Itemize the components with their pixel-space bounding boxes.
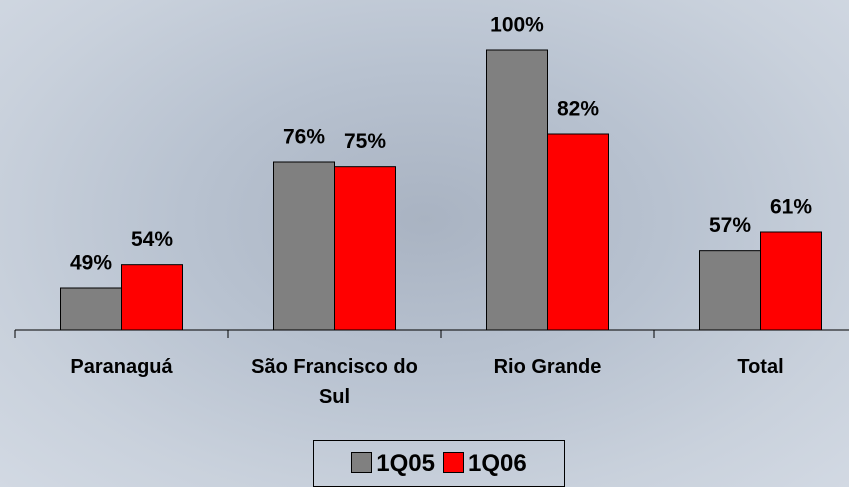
legend-label: 1Q06 <box>468 449 527 477</box>
bar <box>273 161 335 331</box>
x-tick-label: São Francisco do Sul <box>251 356 418 408</box>
legend-item: 1Q05 <box>351 450 435 478</box>
bar <box>334 166 396 331</box>
bar <box>760 231 822 331</box>
data-label: 61% <box>770 196 812 219</box>
legend-item: 1Q06 <box>443 450 527 478</box>
data-label: 75% <box>344 130 386 153</box>
data-label: 54% <box>131 228 173 251</box>
legend-label: 1Q05 <box>376 449 435 477</box>
data-label: 57% <box>709 214 751 237</box>
data-label: 49% <box>70 252 112 275</box>
x-tick-label: Rio Grande <box>493 356 602 378</box>
data-label: 100% <box>490 14 544 37</box>
bar <box>121 264 183 331</box>
bar <box>60 287 122 331</box>
x-tick-label: Total <box>737 356 784 378</box>
legend-swatch <box>443 451 464 473</box>
data-label: 82% <box>557 98 599 121</box>
bar <box>486 49 548 331</box>
legend: 1Q05 1Q06 <box>313 440 565 487</box>
data-label: 76% <box>283 126 325 149</box>
legend-swatch <box>351 451 373 473</box>
x-tick-label: Paranaguá <box>70 356 173 378</box>
bar <box>547 133 609 331</box>
bar <box>699 250 761 331</box>
